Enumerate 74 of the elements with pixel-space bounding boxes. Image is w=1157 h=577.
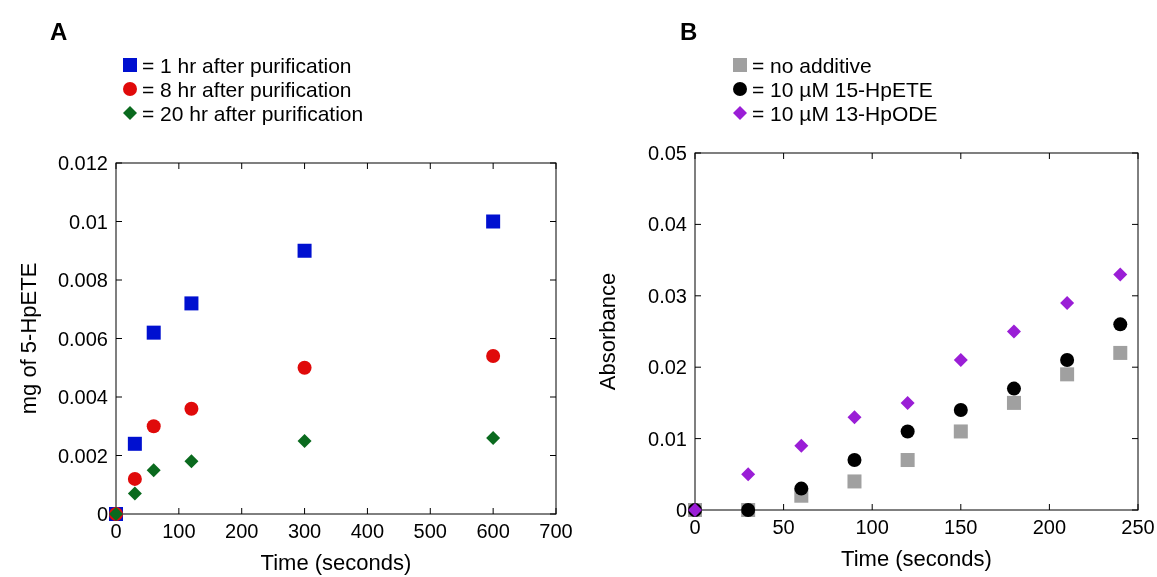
y-tick-label: 0.008 xyxy=(57,269,108,291)
chart-title: B xyxy=(680,18,698,45)
legend-label: = 10 µM 15-HpETE xyxy=(752,78,933,101)
point xyxy=(184,401,199,416)
y-tick-label: 0 xyxy=(675,499,687,521)
point xyxy=(953,403,968,418)
y-tick-label: 0.01 xyxy=(648,427,687,450)
point xyxy=(486,349,501,364)
y-tick-label: 0.02 xyxy=(648,356,687,379)
y-tick-label: 0.006 xyxy=(57,327,108,350)
legend-label: = 10 µM 13-HpODE xyxy=(752,102,938,125)
point xyxy=(1113,267,1128,282)
legend-label: = 8 hr after purification xyxy=(142,78,352,101)
point xyxy=(1006,324,1021,339)
point xyxy=(297,243,312,258)
x-tick-label: 700 xyxy=(539,520,573,542)
point xyxy=(297,360,312,375)
point xyxy=(1060,353,1075,368)
point xyxy=(1113,345,1128,360)
point xyxy=(794,481,809,496)
x-tick-label: 150 xyxy=(944,516,978,538)
point xyxy=(794,438,809,453)
point xyxy=(1113,317,1128,332)
point xyxy=(953,353,968,368)
point xyxy=(146,463,161,478)
point xyxy=(741,467,756,482)
y-tick-label: 0.05 xyxy=(648,142,687,164)
point xyxy=(486,214,501,229)
x-tick-label: 100 xyxy=(855,516,889,538)
point xyxy=(847,410,862,425)
x-axis-title: Time (seconds) xyxy=(841,546,992,571)
point xyxy=(127,486,142,501)
point xyxy=(486,430,501,445)
point xyxy=(184,296,199,311)
x-tick-label: 200 xyxy=(1032,516,1067,538)
legend-label: = 1 hr after purification xyxy=(142,54,352,77)
x-tick-label: 0 xyxy=(689,516,701,538)
y-tick-label: 0.004 xyxy=(57,386,108,408)
x-tick-label: 100 xyxy=(162,520,196,542)
y-tick-label: 0.002 xyxy=(57,444,108,467)
y-tick-label: 0.01 xyxy=(69,210,108,233)
legend-label: = no additive xyxy=(752,54,872,77)
x-axis-title: Time (seconds) xyxy=(260,550,412,575)
x-tick-label: 250 xyxy=(1121,516,1155,538)
point xyxy=(146,325,161,340)
point xyxy=(1006,381,1021,396)
point xyxy=(847,474,862,489)
point xyxy=(1006,395,1021,410)
point xyxy=(900,453,915,468)
y-tick-label: 0.012 xyxy=(57,152,108,174)
point xyxy=(127,436,142,451)
point xyxy=(900,424,915,439)
point xyxy=(953,424,968,439)
x-tick-label: 500 xyxy=(413,520,447,542)
legend-label: = 20 hr after purification xyxy=(142,102,364,125)
point xyxy=(1060,367,1075,382)
point xyxy=(900,395,915,410)
x-tick-label: 200 xyxy=(225,520,259,542)
point xyxy=(127,471,142,486)
y-axis-title: mg of 5-HpETE xyxy=(16,262,41,415)
point xyxy=(1060,295,1075,310)
point xyxy=(184,454,199,469)
chart-title: A xyxy=(50,18,68,45)
y-axis-title: Absorbance xyxy=(595,272,620,391)
point xyxy=(146,419,161,434)
x-tick-label: 300 xyxy=(287,520,322,542)
x-tick-label: 600 xyxy=(476,520,510,542)
x-tick-label: 0 xyxy=(110,520,122,542)
y-tick-label: 0.03 xyxy=(648,284,687,307)
y-tick-label: 0.04 xyxy=(648,213,687,236)
x-tick-label: 50 xyxy=(772,516,795,538)
point xyxy=(847,453,862,468)
x-tick-label: 400 xyxy=(350,520,385,542)
point xyxy=(297,433,312,448)
